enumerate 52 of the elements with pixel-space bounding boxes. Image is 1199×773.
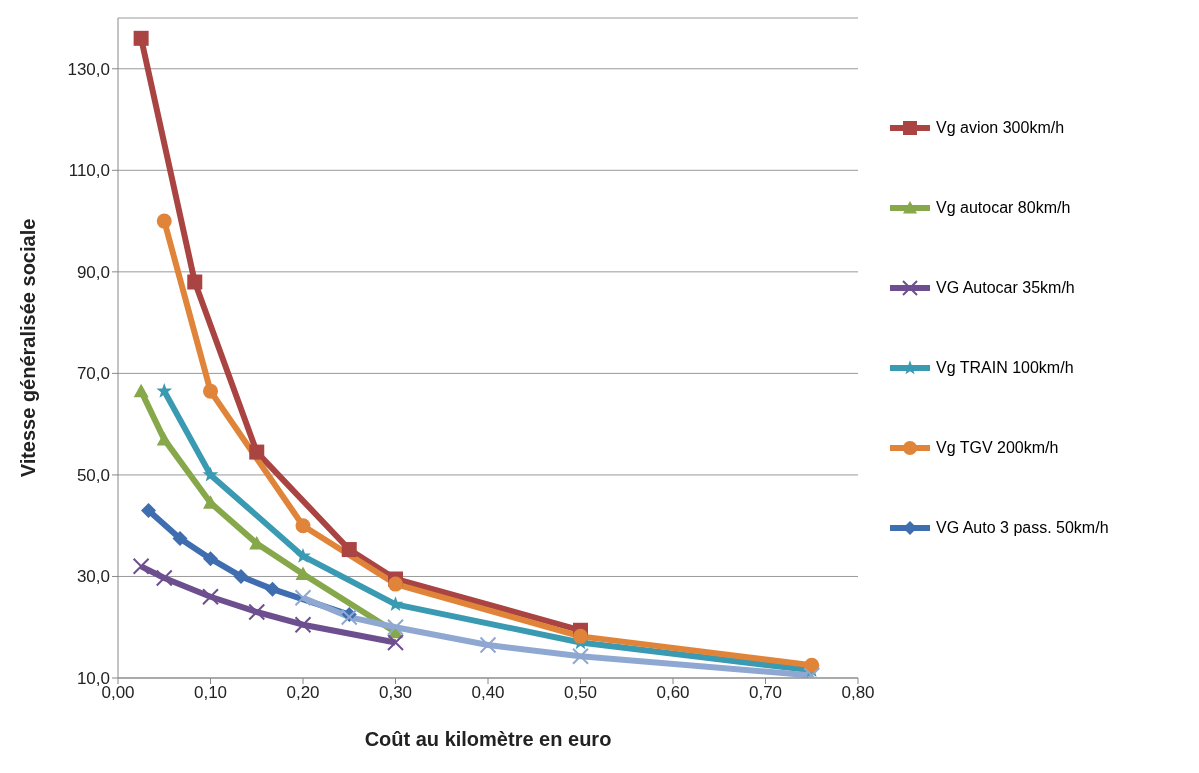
x-tick-label: 0,20 xyxy=(286,683,320,703)
point xyxy=(132,557,150,575)
x-tick-label: 0,10 xyxy=(193,683,228,703)
legend-label: Vg autocar 80km/h xyxy=(936,199,1071,217)
x-tick-label: 0,60 xyxy=(656,683,690,703)
point xyxy=(233,568,249,584)
point xyxy=(295,547,311,563)
point xyxy=(249,444,265,460)
x-axis-title: Coût au kilomètre en euro xyxy=(364,728,612,750)
point xyxy=(341,542,357,558)
legend-label: VG Autocar 35km/h xyxy=(936,279,1075,297)
point xyxy=(479,636,497,654)
point xyxy=(387,618,404,636)
x-tick-label: 0,80 xyxy=(841,683,875,703)
point xyxy=(248,603,266,621)
y-tick-label: 70,0 xyxy=(76,364,110,384)
point xyxy=(804,657,820,673)
point xyxy=(187,274,203,290)
point xyxy=(156,213,172,229)
point xyxy=(295,518,311,534)
point xyxy=(172,530,188,546)
x-tick-label: 0,70 xyxy=(748,683,783,703)
point xyxy=(156,431,172,446)
x-tick-label: 0,30 xyxy=(378,683,413,703)
point xyxy=(203,383,218,399)
point xyxy=(294,589,312,607)
x-tick-label: 0,50 xyxy=(563,683,598,703)
legend-label: Vg TGV 200km/h xyxy=(936,439,1059,457)
legend-label: Vg TRAIN 100km/h xyxy=(936,359,1074,377)
y-tick-label: 50,0 xyxy=(76,465,110,485)
y-tick-label: 130,0 xyxy=(67,59,110,79)
point xyxy=(388,576,403,592)
y-tick-label: 110,0 xyxy=(68,161,110,181)
point xyxy=(202,588,219,606)
point xyxy=(141,502,157,518)
point xyxy=(294,616,312,634)
point xyxy=(572,647,589,665)
x-tick-label: 0,40 xyxy=(471,683,505,703)
point xyxy=(202,466,219,482)
y-tick-label: 30,0 xyxy=(76,567,110,587)
point xyxy=(203,551,218,567)
legend-label: Vg avion 300km/h xyxy=(936,119,1065,137)
y-tick-label: 90,0 xyxy=(76,262,110,282)
point xyxy=(264,581,280,597)
point xyxy=(387,633,404,651)
point xyxy=(133,30,149,46)
point xyxy=(156,382,173,398)
y-axis-title: Vitesse généralisée sociale xyxy=(17,218,40,478)
point xyxy=(133,383,149,398)
point xyxy=(573,628,588,644)
point xyxy=(155,569,173,587)
legend-label: VG Auto 3 pass. 50km/h xyxy=(936,519,1109,537)
